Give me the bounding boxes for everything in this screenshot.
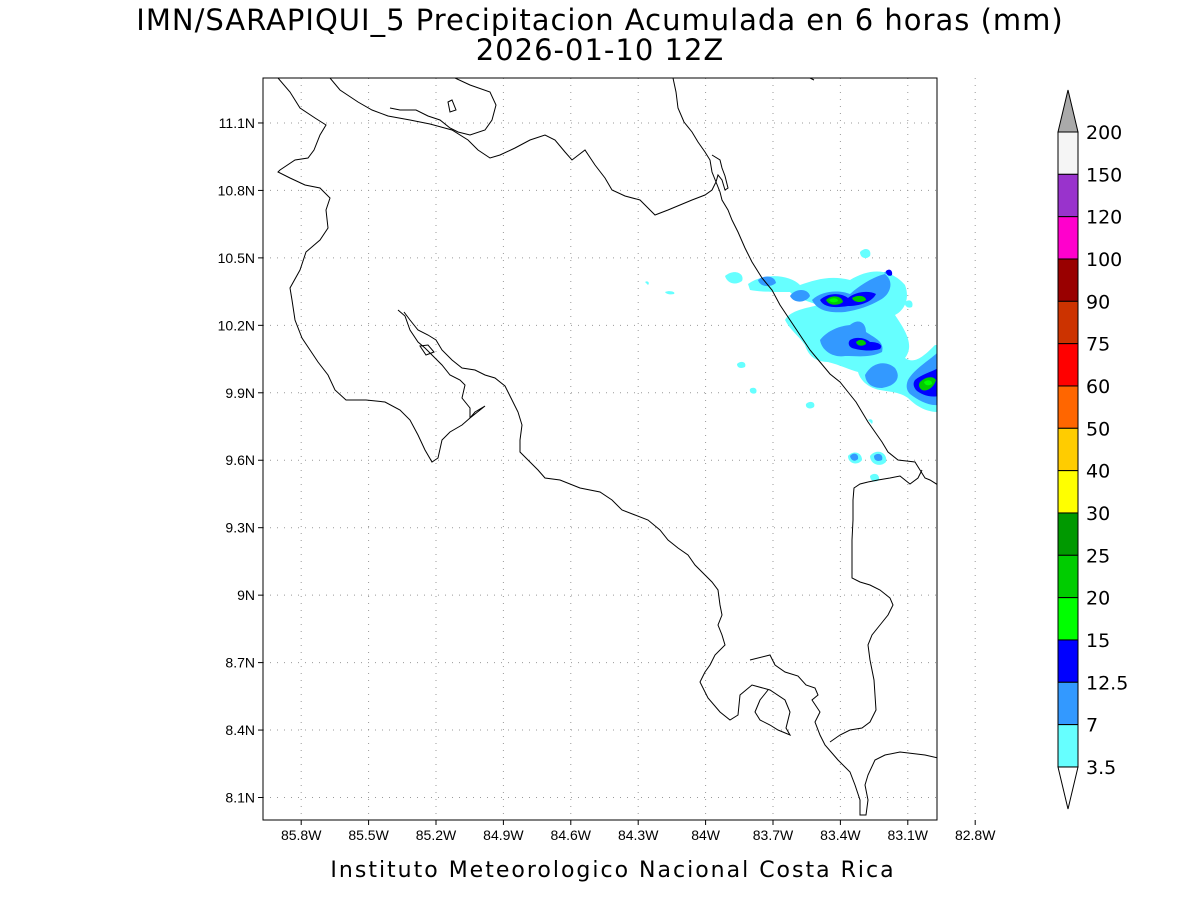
- y-tick-label: 10.8N: [218, 182, 255, 198]
- colorbar-swatch: [1057, 639, 1079, 683]
- axis-ticks: 85.8W 85.5W 85.2W 84.9W 84.6W 84.3W 84W 83.7W 83…: [218, 115, 997, 843]
- colorbar-level-label: 25: [1086, 545, 1110, 567]
- colorbar-level-label: 120: [1086, 207, 1122, 229]
- y-tick-label: 9.9N: [225, 385, 255, 401]
- y-tick-label: 9.3N: [225, 520, 255, 536]
- colorbar-level-label: 40: [1086, 461, 1110, 483]
- colorbar-swatch: [1057, 216, 1079, 260]
- y-tick-label: 10.2N: [218, 317, 255, 333]
- x-tick-label: 82.8W: [955, 827, 996, 843]
- colorbar-level-label: 20: [1086, 588, 1110, 610]
- colorbar-swatch: [1057, 470, 1079, 514]
- x-tick-label: 84.9W: [483, 827, 524, 843]
- footer-credit: Instituto Meteorologico Nacional Costa R…: [330, 858, 895, 883]
- colorbar-swatch: [1057, 385, 1079, 429]
- precip-area-7mm: [758, 270, 937, 461]
- colorbar-level-label: 60: [1086, 376, 1110, 398]
- x-tick-label: 84W: [691, 827, 721, 843]
- colorbar-level-label: 150: [1086, 164, 1122, 186]
- colorbar-swatch: [1057, 300, 1079, 345]
- map-title: IMN/SARAPIQUI_5 Precipitacion Acumulada …: [136, 3, 1063, 37]
- colorbar-level-label: 90: [1086, 291, 1110, 313]
- map-gridlines: [263, 78, 976, 820]
- map-frame: [262, 77, 938, 821]
- x-tick-label: 84.6W: [551, 827, 592, 843]
- y-tick-label: 9N: [237, 587, 255, 603]
- colorbar-level-label: 50: [1086, 418, 1110, 440]
- colorbar-swatch: [1057, 173, 1079, 218]
- colorbar-swatch: [1057, 554, 1079, 599]
- x-tick-label: 83.4W: [820, 827, 861, 843]
- y-tick-label: 9.6N: [225, 452, 255, 468]
- y-tick-label: 10.5N: [218, 250, 255, 266]
- colorbar-level-label: 7: [1086, 715, 1098, 737]
- x-tick-label: 84.3W: [618, 827, 659, 843]
- y-tick-label: 8.1N: [225, 790, 255, 806]
- colorbar-level-label: 75: [1086, 334, 1110, 356]
- colorbar-level-label: 100: [1086, 249, 1122, 271]
- colorbar-max-arrow: [1057, 89, 1079, 133]
- precipitation-field: [645, 249, 937, 482]
- map-subtitle-date: 2026-01-10 12Z: [476, 33, 725, 67]
- colorbar-swatch: [1057, 681, 1079, 726]
- colorbar-swatch: [1057, 724, 1079, 768]
- colorbar-min-arrow: [1057, 766, 1079, 810]
- colorbar-level-label: 12.5: [1086, 672, 1128, 694]
- x-tick-label: 85.2W: [416, 827, 457, 843]
- colorbar-level-label: 15: [1086, 630, 1110, 652]
- colorbar-swatch: [1057, 512, 1079, 556]
- colorbar-swatch: [1057, 427, 1079, 472]
- colorbar-swatch: [1057, 343, 1079, 387]
- colorbar-level-label: 30: [1086, 503, 1110, 525]
- colorbar-swatch: [1057, 131, 1079, 175]
- x-tick-label: 85.8W: [281, 827, 322, 843]
- x-tick-label: 83.1W: [888, 827, 929, 843]
- colorbar-legend: 200 150 120 100 90 75 60 50 40 30 25 20 15 12.5 7 3.5: [1057, 89, 1128, 810]
- colorbar-level-label: 3.5: [1086, 757, 1116, 779]
- colorbar-swatch: [1057, 258, 1079, 302]
- y-tick-label: 8.4N: [225, 722, 255, 738]
- precip-area-3_5mm: [645, 249, 937, 482]
- colorbar-level-label: 200: [1086, 122, 1122, 144]
- y-tick-label: 8.7N: [225, 655, 255, 671]
- y-tick-label: 11.1N: [219, 115, 255, 131]
- coastlines-borders: [277, 78, 937, 816]
- colorbar-swatch: [1057, 597, 1079, 641]
- precip-area-15mm-core: [829, 298, 932, 386]
- x-tick-label: 83.7W: [753, 827, 794, 843]
- x-tick-label: 85.5W: [348, 827, 389, 843]
